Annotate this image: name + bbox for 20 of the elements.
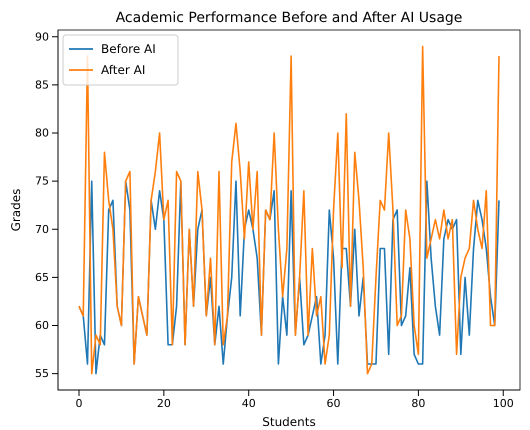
x-tick-label: 100 [492, 396, 514, 410]
legend-label: After AI [101, 63, 146, 77]
x-axis-title: Students [262, 415, 316, 429]
x-tick-label: 60 [326, 396, 341, 410]
y-tick-label: 85 [35, 78, 49, 92]
y-tick-label: 75 [35, 174, 49, 188]
y-tick-label: 90 [35, 30, 49, 44]
y-tick-label: 60 [35, 319, 49, 332]
y-tick-label: 55 [35, 367, 49, 380]
y-tick-label: 80 [35, 126, 49, 140]
y-axis-title: Grades [9, 188, 23, 232]
x-tick-label: 80 [411, 396, 426, 410]
x-tick-label: 40 [242, 396, 256, 410]
x-tick-label: 20 [156, 396, 171, 410]
chart-title: Academic Performance Before and After AI Usage [116, 10, 462, 26]
legend-label: Before AI [101, 42, 156, 56]
y-tick-label: 70 [35, 222, 49, 236]
y-tick-label: 65 [35, 270, 49, 284]
x-tick-label: 0 [76, 396, 82, 410]
line-series [78, 46, 500, 374]
